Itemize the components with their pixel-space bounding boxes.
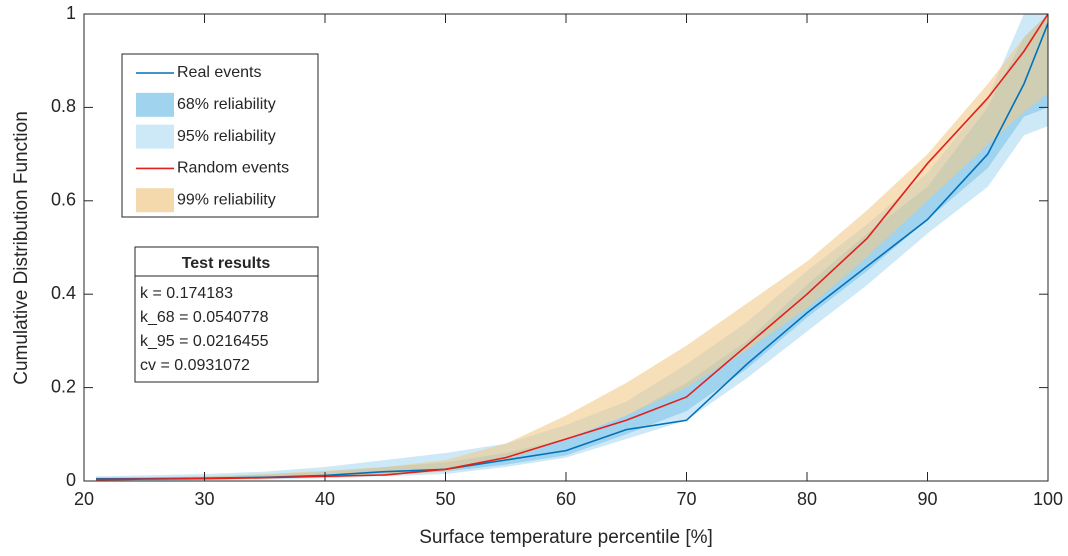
y-axis-title: Cumulative Distribution Function	[11, 111, 32, 385]
x-tick-label: 90	[917, 489, 937, 509]
legend-swatch	[136, 92, 174, 117]
legend-label: 68% reliability	[177, 96, 276, 113]
results-box	[134, 246, 319, 383]
result-line: k = 0.174183	[140, 285, 233, 302]
x-axis-title: Surface temperature percentile [%]	[419, 527, 713, 548]
y-tick-label: 0.6	[51, 190, 76, 210]
x-tick-label: 30	[194, 489, 214, 509]
lines	[96, 13, 1049, 481]
legend: Real events 68% reliability 95% reliabilit…	[121, 53, 319, 218]
x-tick-label: 80	[797, 489, 817, 509]
result-line: k_95 = 0.0216455	[140, 333, 269, 350]
axes: 20 30 40 50 60 70 80 90 100 0 0.2 0.4 0.6 0.8 1	[51, 3, 1063, 509]
x-tick-label: 40	[315, 489, 335, 509]
legend-label: Real events	[177, 64, 262, 81]
results-title: Test results	[182, 255, 271, 272]
legend-swatch	[136, 188, 174, 213]
y-tick-label: 0.2	[51, 376, 76, 396]
legend-swatch	[136, 124, 174, 149]
line	[96, 13, 1049, 481]
x-tick-label: 100	[1033, 489, 1063, 509]
x-tick-label: 70	[676, 489, 696, 509]
x-tick-label: 60	[556, 489, 576, 509]
result-line: cv = 0.0931072	[140, 357, 250, 374]
x-tick-label: 20	[74, 489, 94, 509]
x-tick-label: 50	[435, 489, 455, 509]
result-line: k_68 = 0.0540778	[140, 309, 269, 326]
legend-label: 95% reliability	[177, 128, 276, 145]
y-tick-label: 1	[66, 3, 76, 23]
legend-label: 99% reliability	[177, 191, 276, 208]
y-tick-label: 0.8	[51, 96, 76, 116]
y-tick-label: 0.4	[51, 283, 76, 303]
legend-label: Random events	[177, 160, 289, 177]
y-tick-label: 0	[66, 470, 76, 490]
test-results: Test results k = 0.174183 k_68 = 0.054077…	[134, 246, 319, 383]
